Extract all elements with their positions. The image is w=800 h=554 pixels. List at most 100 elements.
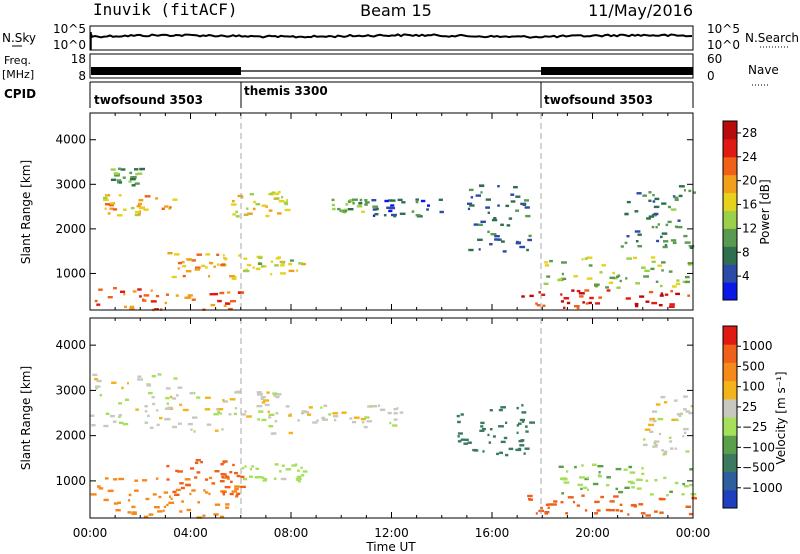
- data-cell-2: [396, 407, 399, 410]
- data-cell-11: [626, 200, 631, 204]
- data-cell-3: [168, 501, 175, 504]
- data-cell-8: [524, 206, 530, 209]
- data-cell-9: [685, 410, 691, 413]
- data-cell-10: [601, 264, 606, 267]
- data-cell-7: [374, 213, 379, 216]
- data-cell-9: [669, 440, 673, 443]
- power-panel: 1000 2000 3000 4000 Slant Range [km] 4 8 12 16…: [19, 112, 772, 312]
- freq-bar-twofsound-2: [541, 67, 693, 75]
- data-cell-3: [213, 513, 219, 516]
- data-cell-3: [128, 493, 132, 497]
- data-cell-9: [657, 417, 664, 421]
- data-cell-7: [615, 509, 620, 512]
- data-cell-4: [275, 197, 280, 200]
- data-cell-5: [273, 477, 277, 480]
- data-cell-11: [683, 234, 688, 238]
- data-cell-4: [221, 475, 225, 479]
- data-cell-4: [229, 471, 233, 474]
- data-cell-3: [134, 489, 139, 492]
- data-cell-0: [151, 375, 156, 378]
- data-cell-8: [497, 185, 500, 188]
- data-cell-1: [190, 428, 193, 431]
- data-cell-1: [112, 208, 118, 211]
- data-cell-8: [501, 240, 505, 243]
- data-cell-0: [151, 396, 155, 399]
- data-cell-11: [637, 245, 642, 248]
- data-cell-0: [157, 373, 160, 376]
- colorbar-swatch: [723, 282, 737, 301]
- data-cell-8: [478, 248, 481, 251]
- data-cell-7: [415, 214, 421, 217]
- data-cell-11: [642, 194, 647, 197]
- data-cell-2: [305, 411, 309, 414]
- data-cell-3: [163, 491, 168, 494]
- data-cell-3: [186, 508, 192, 512]
- colorbar-swatch: [723, 435, 737, 454]
- colorbar-tick-label: 16: [742, 198, 757, 212]
- data-cell-2: [393, 408, 397, 411]
- data-cell-3: [103, 498, 109, 502]
- data-cell-8: [663, 476, 667, 480]
- data-cell-5: [275, 257, 280, 260]
- cpid-label: CPID: [4, 87, 36, 101]
- data-cell-9: [653, 441, 656, 445]
- data-cell-0: [121, 386, 124, 390]
- freq-tick-bottom: 8: [78, 69, 86, 83]
- data-cell-3: [163, 505, 166, 509]
- data-cell-3: [189, 492, 192, 496]
- data-cell-10: [561, 272, 564, 276]
- data-cell-9: [661, 449, 664, 452]
- data-cell-10: [643, 275, 649, 278]
- data-cell-4: [196, 471, 201, 474]
- data-cell-1: [122, 208, 127, 211]
- data-cell-6: [500, 440, 506, 444]
- data-cell-10: [687, 262, 693, 265]
- data-cell-0: [99, 394, 103, 397]
- data-cell-1: [287, 414, 292, 417]
- data-cell-11: [653, 212, 659, 216]
- data-cell-8: [478, 223, 483, 226]
- data-cell-9: [682, 435, 685, 438]
- data-cell-9: [649, 419, 652, 422]
- x-tick-label: 20:00: [575, 526, 610, 540]
- data-cell-6: [364, 199, 368, 202]
- data-cell-10: [619, 279, 622, 283]
- data-cell-1: [244, 410, 247, 413]
- data-cell-7: [371, 199, 377, 202]
- data-cell-9: [678, 414, 682, 418]
- data-cell-6: [524, 425, 528, 428]
- data-cell-8: [624, 486, 630, 489]
- data-cell-10: [549, 259, 553, 263]
- data-cell-5: [246, 263, 252, 267]
- data-cell-10: [661, 261, 666, 264]
- velocity-scatter-cells: [90, 373, 697, 519]
- data-cell-7: [389, 206, 396, 210]
- data-cell-1: [272, 392, 278, 395]
- data-cell-5: [296, 269, 299, 272]
- x-tick-label: 00:00: [676, 526, 711, 540]
- data-cell-2: [119, 181, 122, 184]
- data-cell-11: [651, 225, 655, 229]
- data-cell-6: [489, 409, 493, 412]
- data-cell-11: [678, 194, 683, 198]
- data-cell-9: [648, 423, 654, 427]
- data-cell-4: [278, 200, 285, 203]
- data-cell-1: [288, 431, 293, 435]
- data-cell-8: [559, 477, 564, 480]
- data-cell-11: [652, 200, 656, 203]
- data-cell-3: [222, 476, 228, 479]
- data-cell-2: [114, 174, 120, 177]
- data-cell-4: [219, 480, 225, 483]
- data-cell-6: [457, 435, 460, 438]
- data-cell-1: [103, 198, 109, 202]
- data-cell-7: [560, 501, 564, 504]
- data-cell-7: [545, 503, 550, 506]
- data-cell-2: [307, 413, 312, 416]
- data-cell-11: [624, 212, 629, 216]
- data-cell-0: [170, 395, 173, 399]
- data-cell-7: [528, 498, 532, 501]
- x-tick-label: 16:00: [475, 526, 510, 540]
- data-cell-0: [223, 304, 227, 307]
- data-cell-2: [128, 180, 132, 183]
